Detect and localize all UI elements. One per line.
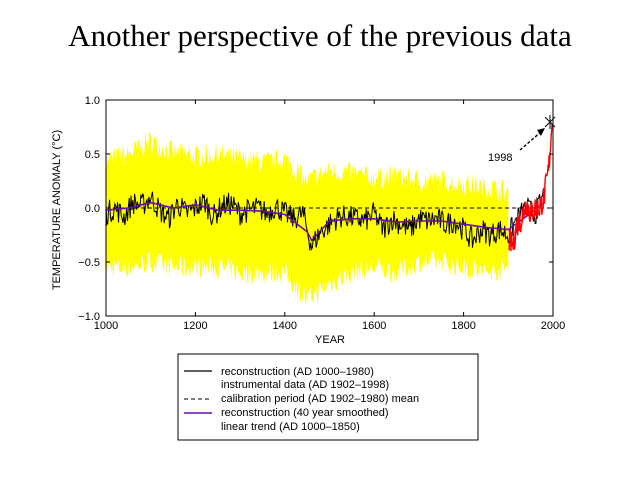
y-tick-label: −1.0 [78, 311, 100, 323]
uncertainty-band [106, 132, 509, 304]
legend-box [177, 353, 479, 441]
y-tick-label: 1.0 [85, 95, 100, 107]
x-tick-label: 2000 [541, 320, 565, 332]
x-tick-label: 1600 [362, 320, 386, 332]
series-reconstruction [105, 189, 545, 252]
x-axis-label: YEAR [315, 334, 345, 346]
series-lines-layer [105, 123, 553, 252]
annotation-1998-label: 1998 [488, 152, 512, 164]
x-tick-label: 1800 [451, 320, 475, 332]
uncertainty-band-layer [106, 132, 509, 304]
legend: reconstruction (AD 1000–1980) instrument… [184, 366, 419, 433]
axis-layer: 1000 1200 1400 1600 1800 2000 1.0 0.5 0.0 −0.5 −1.… [78, 95, 565, 332]
legend-label-instrumental: instrumental data (AD 1902–1998) [221, 379, 389, 391]
y-tick-label: 0.5 [85, 149, 100, 161]
x-tick-label: 1200 [183, 320, 207, 332]
legend-label-smoothed: reconstruction (40 year smoothed) [221, 407, 389, 419]
annotation-arrow [519, 130, 543, 151]
annotation-arrowhead-icon [537, 128, 545, 136]
y-tick-label: −0.5 [78, 257, 100, 269]
legend-label-calibration: calibration period (AD 1902–1980) mean [221, 393, 419, 405]
series-instrumental [508, 123, 553, 252]
legend-label-linear-trend: linear trend (AD 1000–1850) [221, 421, 360, 433]
x-tick-label: 1000 [94, 320, 118, 332]
x-tick-label: 1400 [273, 320, 297, 332]
legend-label-reconstruction: reconstruction (AD 1000–1980) [221, 366, 374, 378]
annotation-star-icon [544, 115, 556, 129]
slide-title: Another perspective of the previous data [68, 18, 572, 53]
series-smoothed [105, 201, 545, 242]
y-tick-label: 0.0 [85, 203, 100, 215]
y-axis-label: TEMPERATURE ANOMALY (°C) [51, 130, 63, 290]
